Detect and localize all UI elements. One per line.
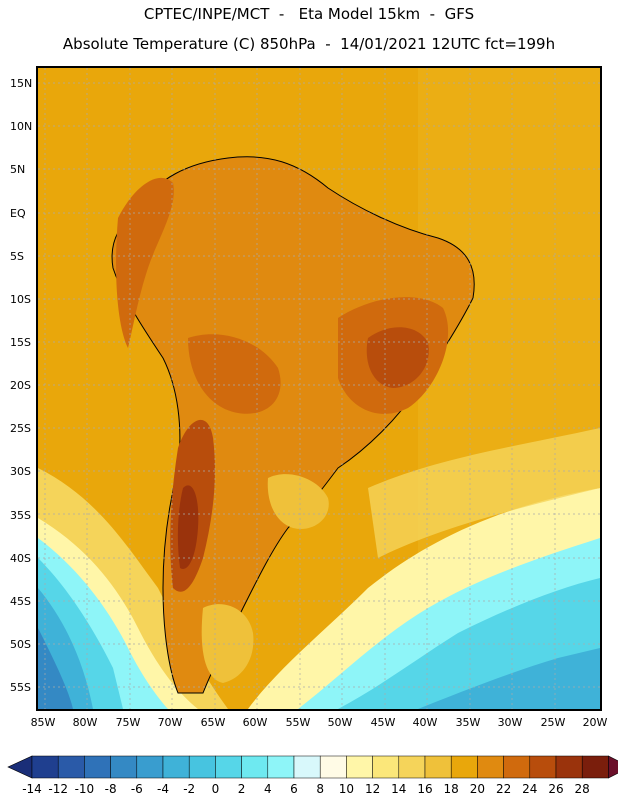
colorbar-swatch	[477, 755, 504, 779]
colorbar-swatch	[241, 755, 269, 779]
colorbar-swatch	[372, 755, 400, 779]
colorbar-label: -14	[22, 782, 42, 796]
colorbar-label: 16	[417, 782, 433, 796]
lat-label: 20S	[10, 379, 31, 392]
colorbar-label: 28	[574, 782, 590, 796]
lon-label: 85W	[30, 716, 56, 729]
lon-label: 40W	[412, 716, 438, 729]
map-title-line1: CPTEC/INPE/MCT - Eta Model 15km - GFS	[143, 5, 475, 23]
lon-label: 30W	[497, 716, 523, 729]
colorbar-label: 12	[364, 782, 381, 796]
temperature-field	[38, 68, 600, 709]
colorbar-label: -12	[48, 782, 68, 796]
colorbar-swatch	[398, 755, 426, 779]
lat-label: 45S	[10, 595, 31, 608]
colorbar-swatch	[162, 755, 190, 779]
colorbar-swatch	[581, 755, 609, 779]
colorbar-swatch	[136, 755, 164, 779]
lat-label: 55S	[10, 681, 31, 694]
lon-label: 65W	[200, 716, 226, 729]
lat-label: 30S	[10, 465, 31, 478]
colorbar-label: 22	[495, 782, 512, 796]
colorbar-label: -2	[183, 782, 196, 796]
lat-label: 15N	[10, 77, 33, 90]
colorbar-label: 24	[522, 782, 538, 796]
colorbar-label: 18	[443, 782, 459, 796]
colorbar-label: -10	[74, 782, 95, 796]
lon-label: 55W	[285, 716, 311, 729]
lat-label: 50S	[10, 638, 31, 651]
temperature-map	[36, 66, 602, 711]
colorbar-swatch	[31, 755, 59, 779]
lon-label: 50W	[327, 716, 353, 729]
colorbar-swatch	[57, 755, 85, 779]
colorbar-label: 0	[211, 782, 220, 796]
lon-label: 35W	[455, 716, 481, 729]
lat-label: EQ	[10, 207, 26, 220]
lat-label: 10N	[10, 120, 33, 133]
colorbar-swatch	[503, 755, 531, 779]
lon-label: 80W	[72, 716, 98, 729]
colorbar-label: -6	[130, 782, 143, 796]
colorbar-swatch	[424, 755, 452, 779]
colorbar-label: 10	[338, 782, 355, 796]
lon-label: 20W	[582, 716, 608, 729]
lon-label: 25W	[540, 716, 566, 729]
colorbar-label: -8	[104, 782, 117, 796]
colorbar-label: 20	[469, 782, 486, 796]
colorbar-swatch	[319, 755, 347, 779]
colorbar-swatch	[555, 755, 583, 779]
lon-label: 75W	[115, 716, 141, 729]
colorbar-swatch	[267, 755, 295, 779]
colorbar-label: 26	[548, 782, 564, 796]
lon-label: 60W	[242, 716, 268, 729]
colorbar-swatch	[110, 755, 138, 779]
colorbar-label: 2	[237, 782, 246, 796]
colorbar-swatch	[84, 755, 111, 779]
colorbar-swatch	[215, 755, 242, 779]
colorbar-label: 6	[290, 782, 298, 796]
lat-label: 40S	[10, 552, 31, 565]
colorbar-label: 4	[263, 782, 272, 796]
lon-label: 45W	[370, 716, 396, 729]
colorbar-swatch	[450, 755, 478, 779]
lat-label: 10S	[10, 293, 31, 306]
colorbar	[7, 755, 618, 779]
lat-label: 15S	[10, 336, 31, 349]
colorbar-label: 14	[391, 782, 407, 796]
map-title-line2: Absolute Temperature (C) 850hPa - 14/01/…	[62, 35, 556, 53]
colorbar-label: 8	[316, 782, 324, 796]
lon-label: 70W	[157, 716, 183, 729]
lat-label: 5N	[10, 163, 26, 176]
colorbar-swatch	[346, 755, 373, 779]
colorbar-label: -4	[157, 782, 169, 796]
lat-label: 5S	[10, 250, 24, 263]
colorbar-swatch	[188, 755, 216, 779]
lat-label: 25S	[10, 422, 31, 435]
colorbar-swatch	[293, 755, 321, 779]
lat-lon-grid	[38, 68, 600, 709]
colorbar-swatch	[529, 755, 557, 779]
colorbar-high-arrow	[608, 755, 618, 779]
lat-label: 35S	[10, 509, 31, 522]
colorbar-low-arrow	[7, 755, 33, 779]
